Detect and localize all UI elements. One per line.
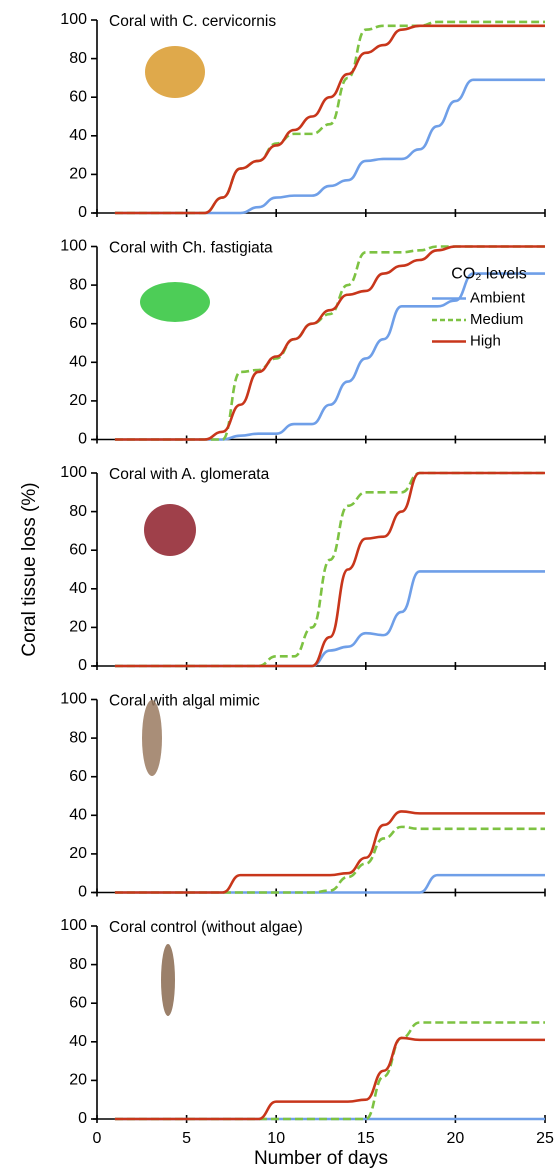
- y-tick-label: 20: [69, 392, 87, 409]
- organism-picture: [145, 46, 205, 98]
- y-tick-label: 40: [69, 354, 87, 371]
- y-tick-label: 60: [69, 994, 87, 1011]
- y-tick-label: 80: [69, 956, 87, 973]
- panel-title: Coral with A. glomerata: [109, 466, 270, 483]
- organism-picture: [161, 944, 175, 1016]
- y-axis-label: Coral tissue loss (%): [19, 482, 40, 656]
- x-tick-label: 25: [536, 1130, 554, 1147]
- data-line: [115, 1023, 545, 1120]
- y-tick-label: 40: [69, 580, 87, 597]
- y-tick-label: 40: [69, 1033, 87, 1050]
- panel-title: Coral control (without algae): [109, 919, 303, 936]
- y-tick-label: 100: [60, 464, 87, 481]
- y-tick-label: 80: [69, 503, 87, 520]
- x-tick-label: 10: [267, 1130, 285, 1147]
- x-axis-label: Number of days: [254, 1148, 388, 1169]
- x-tick-label: 15: [357, 1130, 375, 1147]
- y-tick-label: 60: [69, 768, 87, 785]
- y-tick-label: 60: [69, 88, 87, 105]
- organism-picture: [144, 504, 196, 556]
- panel-title: Coral with Ch. fastigiata: [109, 240, 273, 257]
- data-line: [115, 80, 545, 213]
- y-tick-label: 0: [78, 1110, 87, 1127]
- y-tick-label: 0: [78, 657, 87, 674]
- y-tick-label: 80: [69, 276, 87, 293]
- data-line: [115, 875, 545, 892]
- y-tick-label: 0: [78, 884, 87, 901]
- y-tick-label: 100: [60, 917, 87, 934]
- y-tick-label: 20: [69, 166, 87, 183]
- legend-label: Ambient: [470, 289, 526, 306]
- y-tick-label: 80: [69, 50, 87, 67]
- x-tick-label: 0: [93, 1130, 102, 1147]
- y-tick-label: 0: [78, 431, 87, 448]
- x-tick-label: 20: [447, 1130, 465, 1147]
- y-tick-label: 0: [78, 204, 87, 221]
- x-tick-label: 5: [182, 1130, 191, 1147]
- data-line: [115, 827, 545, 893]
- y-tick-label: 60: [69, 541, 87, 558]
- organism-picture: [140, 282, 210, 322]
- panel-title: Coral with C. cervicornis: [109, 13, 276, 30]
- figure: 020406080100Coral with C. cervicornis020…: [0, 0, 556, 1170]
- y-tick-label: 100: [60, 238, 87, 255]
- y-tick-label: 40: [69, 127, 87, 144]
- legend-title: CO₂ levels: [451, 266, 527, 283]
- y-tick-label: 60: [69, 315, 87, 332]
- y-tick-label: 20: [69, 845, 87, 862]
- legend-label: High: [470, 332, 501, 349]
- y-tick-label: 20: [69, 1072, 87, 1089]
- y-tick-label: 100: [60, 691, 87, 708]
- y-tick-label: 20: [69, 619, 87, 636]
- y-tick-label: 40: [69, 807, 87, 824]
- data-line: [115, 811, 545, 892]
- y-tick-label: 100: [60, 11, 87, 28]
- data-line: [115, 571, 545, 666]
- y-tick-label: 80: [69, 729, 87, 746]
- legend-label: Medium: [470, 311, 523, 328]
- panel-title: Coral with algal mimic: [109, 693, 260, 710]
- data-line: [115, 1038, 545, 1119]
- data-line: [115, 473, 545, 666]
- organism-picture: [142, 700, 162, 776]
